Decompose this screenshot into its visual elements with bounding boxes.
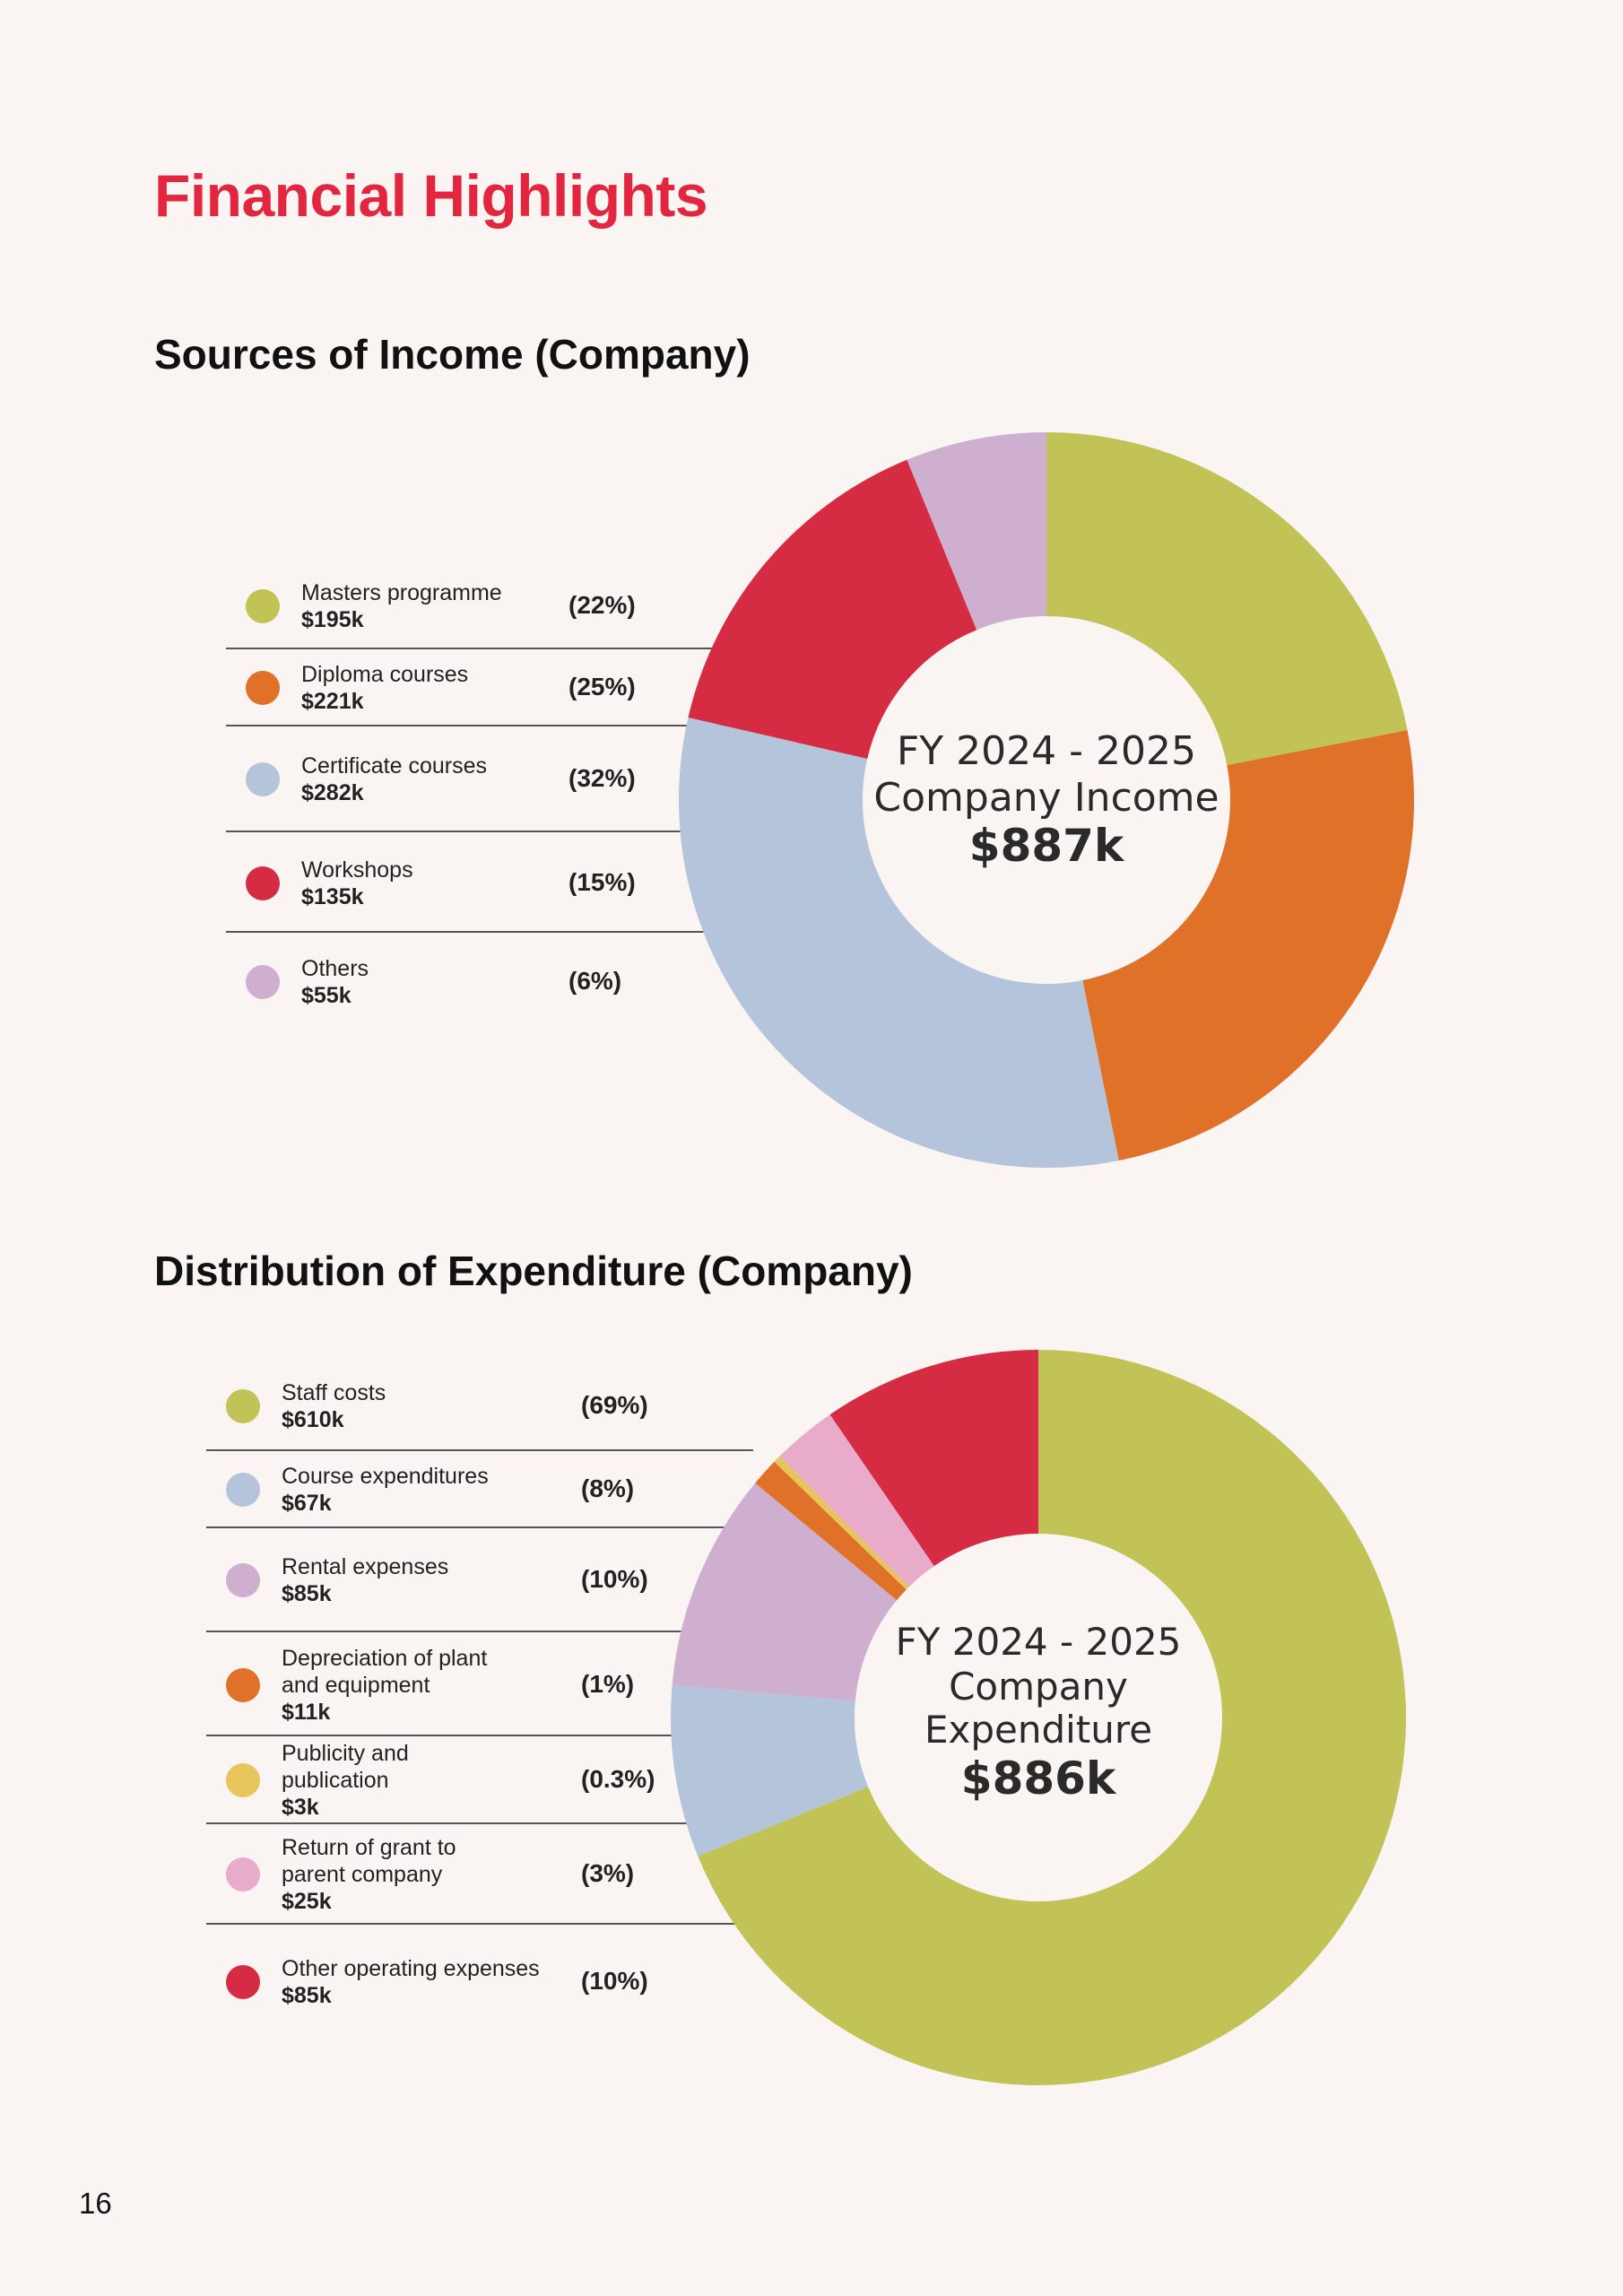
legend-label: Others xyxy=(301,956,369,981)
legend-divider xyxy=(206,1526,744,1528)
page-title: Financial Highlights xyxy=(154,162,708,229)
donut-slice-return-of-grant-to-parent-company xyxy=(779,1414,934,1587)
donut-center-label: FY 2024 - 2025 xyxy=(896,1620,1182,1664)
donut-slice-diploma-courses xyxy=(1082,730,1414,1161)
legend-divider xyxy=(226,648,728,649)
legend-swatch xyxy=(246,589,280,623)
donut-center-total: $887k xyxy=(969,820,1125,872)
legend-swatch xyxy=(226,1668,260,1702)
legend-label: Workshops xyxy=(301,857,413,883)
legend-percent: (32%) xyxy=(568,764,636,792)
donut-center-label: Company Income xyxy=(873,775,1219,821)
legend-value: $11k xyxy=(282,1700,331,1725)
donut-slice-other-operating-expenses xyxy=(829,1350,1038,1567)
legend-label: Publicity and publication xyxy=(282,1741,409,1793)
legend-swatch xyxy=(226,1563,260,1597)
legend-label: Depreciation of plant and equipment xyxy=(282,1646,488,1698)
legend-item-masters-programme: Masters programme $195k (22%) xyxy=(226,565,728,648)
legend-item-course-expenditures: Course expenditures $67k (8%) xyxy=(206,1453,744,1526)
legend-item-return-of-grant-to-parent-company: Return of grant to parent company $25k (3%) xyxy=(206,1826,744,1923)
legend-percent: (8%) xyxy=(581,1474,635,1502)
legend-percent: (0.3%) xyxy=(581,1765,655,1793)
legend-label: Certificate courses xyxy=(301,753,488,778)
legend-percent: (22%) xyxy=(568,591,636,619)
legend-value: $195k xyxy=(301,607,364,632)
income-chart-title: Sources of Income (Company) xyxy=(154,331,751,378)
legend-divider xyxy=(206,1631,681,1632)
legend-label: Diploma courses xyxy=(301,662,469,687)
legend-value: $85k xyxy=(282,1581,332,1606)
legend-divider xyxy=(226,831,728,832)
donut-slice-publicity-and-publication xyxy=(774,1456,909,1590)
legend-label: Masters programme xyxy=(301,580,502,605)
legend-value: $85k xyxy=(282,1983,332,2008)
legend-percent: (69%) xyxy=(581,1391,648,1419)
legend-item-others: Others $55k (6%) xyxy=(226,935,728,1030)
legend-swatch xyxy=(246,965,280,999)
legend-item-diploma-courses: Diploma courses $221k (25%) xyxy=(226,651,728,725)
legend-label: Rental expenses xyxy=(282,1554,449,1579)
legend-value: $221k xyxy=(301,689,364,714)
legend-item-publicity-and-publication: Publicity and publication $3k (0.3%) xyxy=(206,1738,744,1822)
legend-label: Course expenditures xyxy=(282,1464,489,1489)
legend-divider xyxy=(206,1923,735,1925)
legend-swatch xyxy=(226,1389,260,1423)
expenditure-chart-title: Distribution of Expenditure (Company) xyxy=(154,1248,913,1294)
legend-percent: (25%) xyxy=(568,673,636,700)
donut-center-label: Company xyxy=(949,1665,1128,1709)
legend-percent: (1%) xyxy=(581,1670,635,1698)
legend-value: $55k xyxy=(301,983,352,1008)
legend-value: $25k xyxy=(282,1889,332,1914)
donut-slice-certificate-courses xyxy=(678,717,1119,1168)
legend-label: Staff costs xyxy=(282,1380,386,1405)
legend-item-other-operating-expenses: Other operating expenses $85k (10%) xyxy=(206,1926,744,2038)
legend-percent: (15%) xyxy=(568,868,636,896)
expenditure-legend: Staff costs $610k (69%) Course expenditures… xyxy=(206,1363,753,2045)
legend-label: Return of grant to parent company xyxy=(282,1835,456,1887)
donut-slice-depreciation-of-plant-and-equipment xyxy=(755,1461,907,1601)
donut-center-total: $886k xyxy=(961,1752,1117,1805)
donut-slice-rental-expenses xyxy=(672,1483,898,1701)
legend-divider xyxy=(206,1822,690,1824)
donut-slice-staff-costs xyxy=(698,1350,1407,2085)
legend-swatch xyxy=(226,1763,260,1797)
legend-item-certificate-courses: Certificate courses $282k (32%) xyxy=(226,728,728,831)
legend-swatch xyxy=(226,1857,260,1892)
legend-percent: (6%) xyxy=(568,967,622,995)
legend-value: $67k xyxy=(282,1491,332,1516)
legend-divider xyxy=(206,1449,753,1451)
legend-percent: (3%) xyxy=(581,1859,635,1887)
legend-swatch xyxy=(246,762,280,796)
legend-item-staff-costs: Staff costs $610k (69%) xyxy=(206,1363,744,1449)
legend-divider xyxy=(226,931,728,933)
legend-divider xyxy=(206,1735,681,1736)
legend-label: Other operating expenses xyxy=(282,1956,540,1981)
page-number: 16 xyxy=(79,2187,112,2220)
legend-item-depreciation-of-plant-and-equipment: Depreciation of plant and equipment $11k (1… xyxy=(206,1636,744,1735)
legend-percent: (10%) xyxy=(581,1967,648,1995)
legend-swatch xyxy=(226,1473,260,1507)
legend-value: $3k xyxy=(282,1795,319,1820)
donut-slice-others xyxy=(907,432,1046,631)
donut-center-label: Expenditure xyxy=(924,1708,1152,1752)
legend-item-workshops: Workshops $135k (15%) xyxy=(226,836,728,931)
legend-value: $282k xyxy=(301,780,364,805)
donut-slice-workshops xyxy=(688,459,977,759)
donut-slice-masters-programme xyxy=(1046,432,1408,766)
donut-center-label: FY 2024 - 2025 xyxy=(897,728,1196,774)
legend-value: $135k xyxy=(301,884,364,909)
income-legend: Masters programme $195k (22%) Diploma cours… xyxy=(226,565,728,1031)
legend-percent: (10%) xyxy=(581,1565,648,1593)
legend-item-rental-expenses: Rental expenses $85k (10%) xyxy=(206,1530,744,1631)
legend-swatch xyxy=(246,671,280,705)
donut-slice-course-expenditures xyxy=(671,1684,869,1857)
legend-value: $610k xyxy=(282,1407,344,1432)
legend-divider xyxy=(226,725,728,726)
legend-swatch xyxy=(246,866,280,900)
legend-swatch xyxy=(226,1965,260,1999)
